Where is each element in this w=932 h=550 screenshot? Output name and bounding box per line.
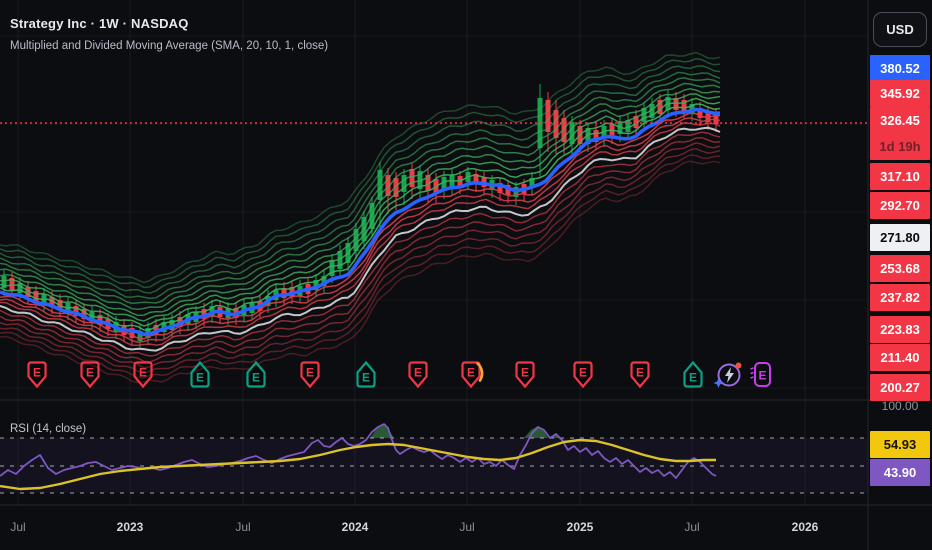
earnings-letter: E	[306, 366, 314, 380]
price-label: 211.40	[870, 343, 930, 371]
price-label: 54.93	[870, 430, 930, 458]
price-scale[interactable]: 380.52 345.92 326.45 1d 19h 317.10 292.70 271.…	[868, 0, 932, 550]
price-label: 43.90	[870, 458, 930, 486]
earnings-badge-red[interactable]: E	[515, 361, 535, 389]
currency-usd-button[interactable]: USD	[873, 12, 927, 47]
time-axis[interactable]: Jul 2023 Jul 2024 Jul 2025 Jul 2026	[0, 506, 868, 550]
earnings-letter: E	[362, 371, 370, 385]
earnings-badge-red[interactable]: E	[80, 361, 100, 389]
earnings-letter: E	[196, 371, 204, 385]
earnings-badge-red[interactable]: E	[27, 361, 47, 389]
earnings-letter: E	[521, 366, 529, 380]
earnings-letter: E	[414, 366, 422, 380]
price-label: 345.92	[870, 79, 930, 107]
earnings-letter: E	[33, 366, 41, 380]
time-tick-jul: Jul	[684, 520, 700, 534]
countdown-label: 1d 19h	[870, 132, 930, 160]
earnings-letter: E	[467, 366, 475, 380]
speed-line-icon	[750, 376, 754, 379]
chart-legend: Strategy Inc · 1W · NASDAQ Multiplied an…	[10, 16, 328, 52]
time-tick-2025: 2025	[566, 520, 594, 534]
speed-line-icon	[750, 371, 754, 375]
earnings-badge-red[interactable]: E	[133, 361, 153, 389]
sparkle-icon	[713, 378, 724, 388]
lightning-bolt-icon	[725, 367, 734, 383]
price-label: 100.00	[881, 399, 919, 413]
price-label: 253.68	[870, 254, 930, 282]
time-tick-jul: Jul	[235, 520, 251, 534]
time-tick-2023: 2023	[116, 520, 144, 534]
time-tick-jul: Jul	[10, 520, 26, 534]
time-tick-2026: 2026	[791, 520, 819, 534]
earnings-letter: E	[689, 371, 697, 385]
earnings-letter: E	[758, 369, 766, 383]
earnings-badge-green[interactable]: E	[190, 360, 210, 389]
price-label: 317.10	[870, 162, 930, 190]
price-label: 292.70	[870, 191, 930, 219]
earnings-letter: E	[139, 366, 147, 380]
time-tick-2024: 2024	[341, 520, 369, 534]
price-label: 237.82	[870, 283, 930, 311]
notification-dot-icon	[735, 362, 742, 369]
flash-ring-icon	[717, 363, 741, 387]
price-label: 200.27	[870, 373, 930, 401]
price-label: 326.45	[870, 106, 930, 134]
flash-earnings-icon[interactable]	[713, 359, 744, 391]
upcoming-earnings-frame-icon	[754, 362, 771, 387]
speed-line-icon	[750, 367, 754, 370]
earnings-letter: E	[86, 366, 94, 380]
earnings-badge-green[interactable]: E	[246, 360, 266, 389]
earnings-letter: E	[252, 371, 260, 385]
earnings-badge-red[interactable]: E	[408, 361, 428, 389]
earnings-badge-red[interactable]: E	[573, 361, 593, 389]
earnings-badge-red[interactable]: E	[461, 361, 484, 389]
upcoming-earnings-icon[interactable]: E	[750, 360, 774, 390]
earnings-letter: E	[579, 366, 587, 380]
indicator-title[interactable]: Multiplied and Divided Moving Average (S…	[10, 40, 329, 52]
earnings-badge-red[interactable]: E	[630, 361, 650, 389]
earnings-badge-green[interactable]: E	[356, 360, 376, 389]
earnings-letter: E	[636, 366, 644, 380]
price-label: 271.80	[870, 223, 930, 251]
price-label: 223.83	[870, 315, 930, 343]
earnings-badge-red[interactable]: E	[300, 361, 320, 389]
rsi-indicator-title[interactable]: RSI (14, close)	[10, 423, 87, 435]
price-label: 380.52	[870, 54, 930, 82]
time-tick-jul: Jul	[459, 520, 475, 534]
earnings-badge-green[interactable]: E	[683, 360, 703, 389]
symbol-title[interactable]: Strategy Inc · 1W · NASDAQ	[10, 16, 189, 31]
